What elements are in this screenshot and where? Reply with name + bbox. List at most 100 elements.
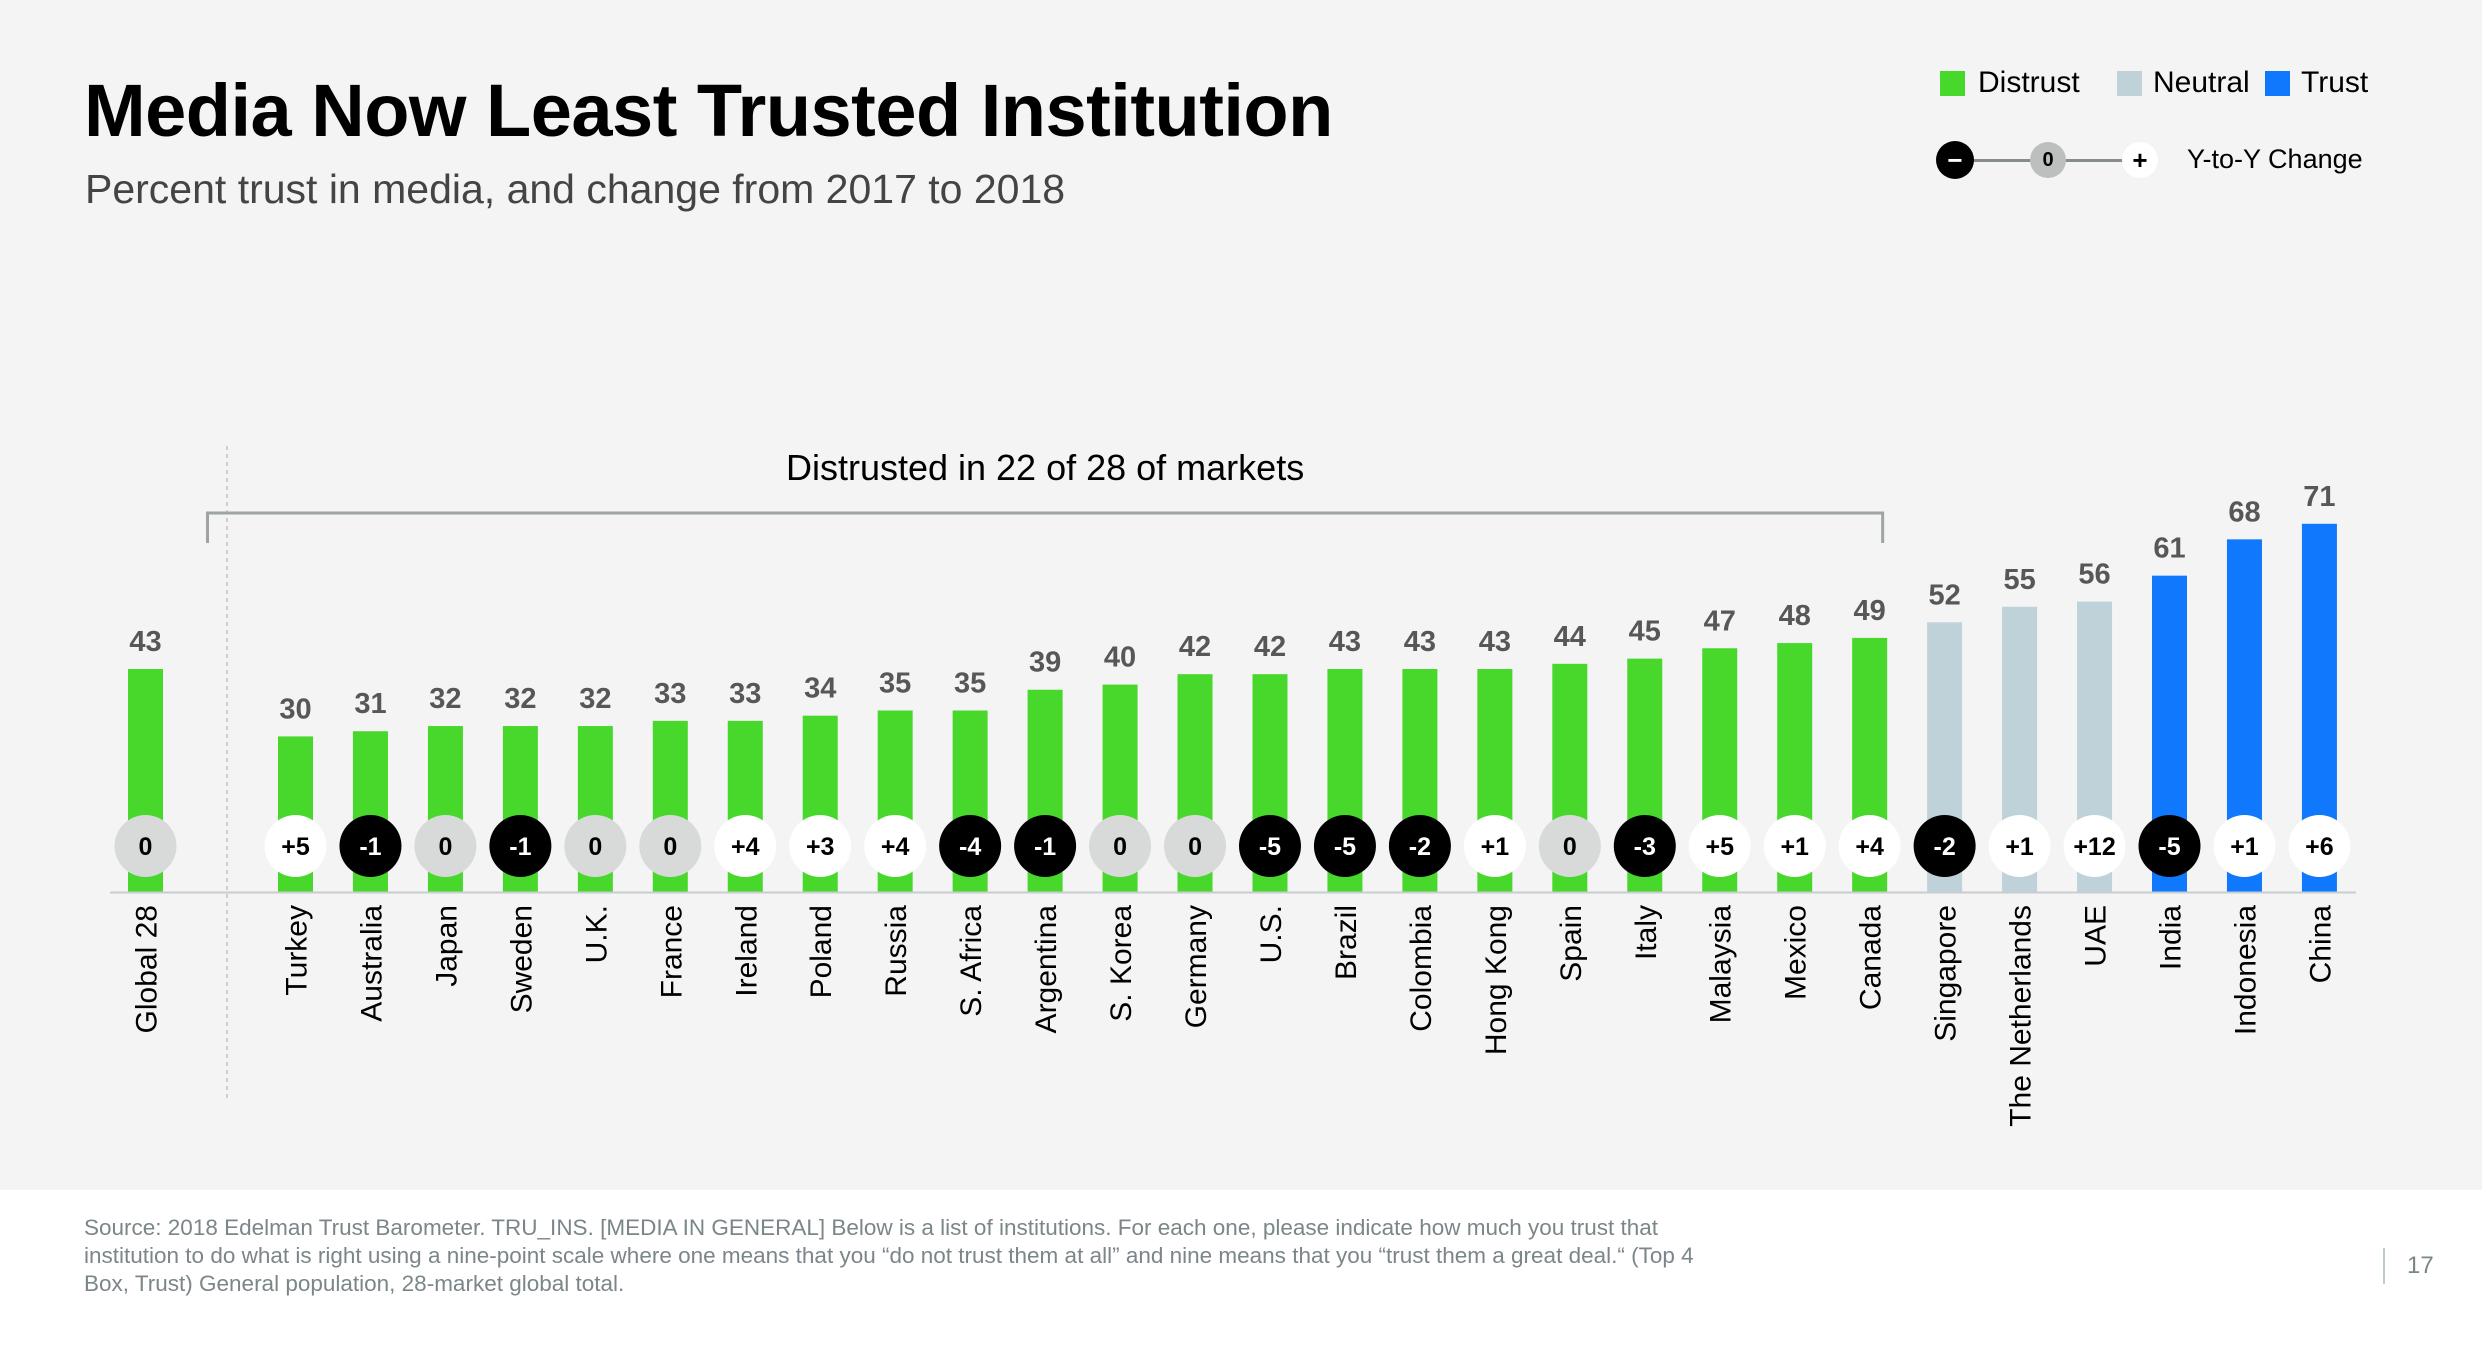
change-label-19: +5 [1705, 833, 1734, 861]
change-badge-4 [564, 815, 627, 877]
change-label-0: +5 [281, 833, 310, 861]
change-label-26: +1 [2230, 833, 2259, 861]
change-label-global: 0 [139, 833, 153, 861]
category-label-14: Brazil [1330, 905, 1363, 980]
change-badge-2 [414, 815, 477, 877]
legend-change-label: Y-to-Y Change [2187, 144, 2363, 174]
legend-swatch-neutral [2117, 71, 2142, 96]
category-label-18: Italy [1630, 905, 1663, 960]
value-label-0: 30 [279, 693, 311, 725]
change-label-20: +1 [1780, 833, 1809, 861]
change-badge-14 [1313, 815, 1376, 877]
value-label-27: 71 [2303, 481, 2335, 513]
change-label-22: -2 [1934, 833, 1956, 861]
change-label-17: 0 [1563, 833, 1577, 861]
change-label-27: +6 [2305, 833, 2334, 861]
change-label-2: 0 [438, 833, 452, 861]
category-label-global: Global 28 [131, 905, 164, 1033]
category-label-4: U.K. [580, 905, 613, 963]
category-label-3: Sweden [505, 905, 538, 1013]
value-label-2: 32 [429, 683, 461, 715]
change-badge-global [114, 815, 177, 877]
value-label-16: 43 [1479, 626, 1511, 658]
value-label-13: 42 [1254, 631, 1286, 663]
change-badge-18 [1613, 815, 1676, 877]
category-label-9: S. Africa [955, 905, 988, 1017]
annotation-text: Distrusted in 22 of 28 of markets [786, 447, 1304, 488]
change-badge-11 [1089, 815, 1152, 877]
change-badge-23 [1988, 815, 2051, 877]
change-badge-3 [489, 815, 552, 877]
change-label-1: -1 [359, 833, 381, 861]
category-label-25: India [2155, 905, 2188, 970]
change-label-16: +1 [1481, 833, 1510, 861]
value-label-26: 68 [2228, 496, 2260, 528]
category-label-11: S. Korea [1105, 905, 1138, 1022]
footer: Source: 2018 Edelman Trust Barometer. TR… [0, 1190, 2482, 1372]
change-label-6: +4 [731, 833, 760, 861]
change-label-4: 0 [588, 833, 602, 861]
value-label-6: 33 [729, 678, 761, 710]
category-label-2: Japan [430, 905, 463, 987]
change-label-12: 0 [1188, 833, 1202, 861]
legend-change-zero-icon: 0 [2030, 142, 2066, 178]
page-subtitle: Percent trust in media, and change from … [85, 166, 1066, 212]
change-label-21: +4 [1855, 833, 1884, 861]
change-badge-20 [1763, 815, 1826, 877]
value-label-23: 55 [2003, 564, 2035, 596]
change-label-15: -2 [1409, 833, 1431, 861]
value-label-19: 47 [1704, 605, 1736, 637]
category-label-16: Hong Kong [1480, 905, 1513, 1055]
category-label-8: Russia [880, 905, 913, 997]
change-badge-27 [2288, 815, 2351, 877]
source-note: Source: 2018 Edelman Trust Barometer. TR… [84, 1215, 1694, 1296]
change-label-5: 0 [663, 833, 677, 861]
change-badge-24 [2063, 815, 2126, 877]
category-label-10: Argentina [1030, 905, 1063, 1034]
category-label-26: Indonesia [2229, 905, 2262, 1035]
change-label-18: -3 [1634, 833, 1656, 861]
legend-label-distrust: Distrust [1978, 66, 2080, 99]
value-label-12: 42 [1179, 631, 1211, 663]
change-badge-26 [2213, 815, 2276, 877]
change-badge-19 [1688, 815, 1751, 877]
value-label-22: 52 [1928, 579, 1960, 611]
value-label-14: 43 [1329, 626, 1361, 658]
category-label-15: Colombia [1405, 905, 1438, 1032]
value-label-10: 39 [1029, 647, 1061, 679]
change-label-24: +12 [2073, 833, 2115, 861]
change-label-10: -1 [1034, 833, 1056, 861]
category-label-20: Mexico [1780, 905, 1813, 1000]
value-label-global: 43 [129, 626, 161, 658]
category-label-6: Ireland [730, 905, 763, 997]
change-label-9: -4 [959, 833, 981, 861]
legend-change-positive-icon: + [2122, 142, 2158, 178]
change-badge-12 [1164, 815, 1227, 877]
category-label-1: Australia [355, 905, 388, 1022]
change-badge-13 [1238, 815, 1301, 877]
category-label-12: Germany [1180, 905, 1213, 1028]
category-label-27: China [2304, 905, 2337, 984]
change-badge-17 [1538, 815, 1601, 877]
value-label-18: 45 [1629, 616, 1661, 648]
category-label-22: Singapore [1930, 905, 1963, 1042]
value-label-1: 31 [354, 688, 386, 720]
change-label-11: 0 [1113, 833, 1127, 861]
change-badge-0 [264, 815, 327, 877]
annotation-bracket [206, 511, 1885, 543]
value-label-25: 61 [2153, 533, 2185, 565]
change-badge-6 [714, 815, 777, 877]
category-label-5: France [655, 905, 688, 998]
value-label-8: 35 [879, 667, 911, 699]
change-badge-10 [1014, 815, 1077, 877]
change-label-14: -5 [1334, 833, 1356, 861]
value-label-3: 32 [504, 683, 536, 715]
change-label-13: -5 [1259, 833, 1281, 861]
change-label-8: +4 [881, 833, 910, 861]
change-badge-9 [939, 815, 1002, 877]
value-label-17: 44 [1554, 621, 1586, 653]
value-label-20: 48 [1779, 600, 1811, 632]
change-badge-5 [639, 815, 702, 877]
change-badge-16 [1463, 815, 1526, 877]
